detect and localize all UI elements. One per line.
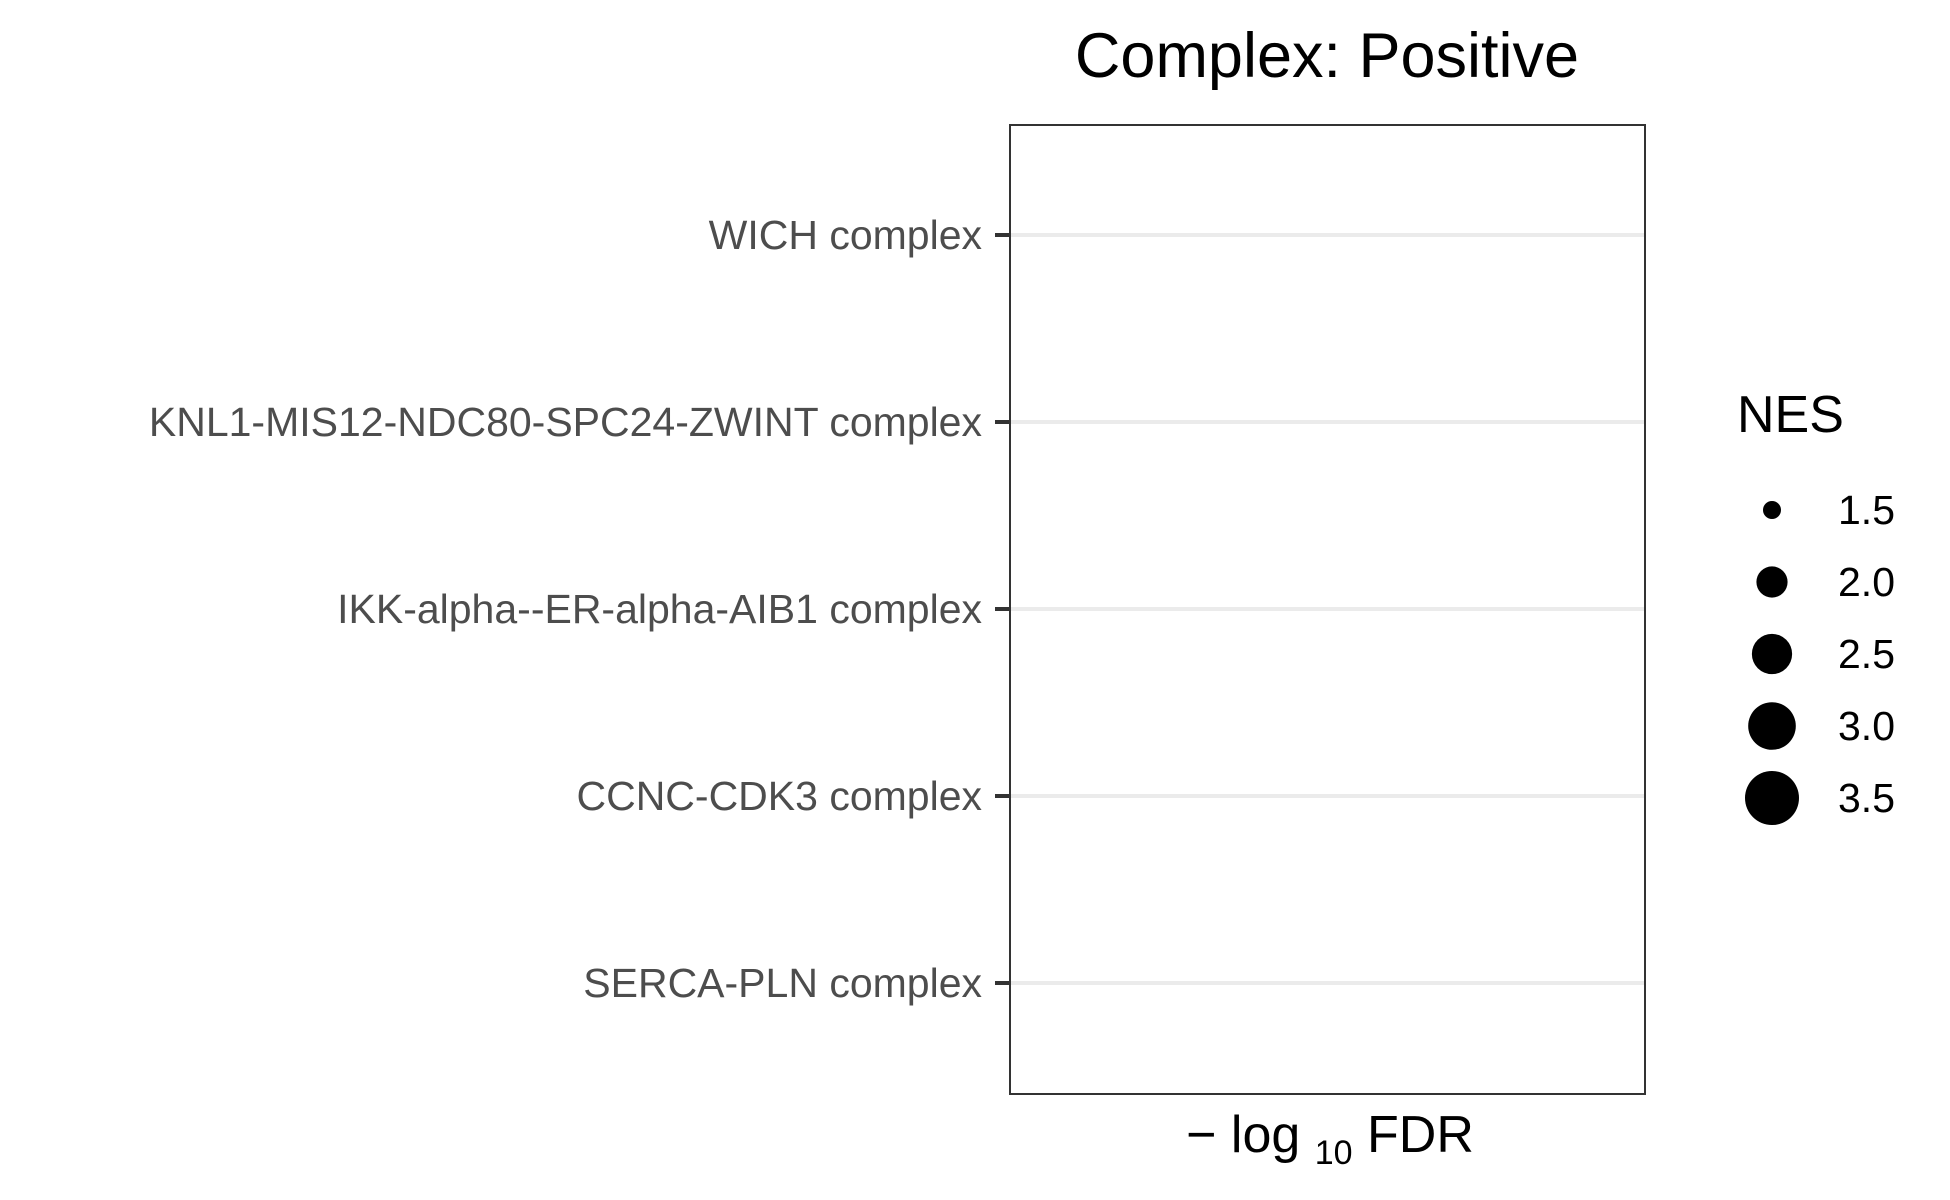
legend-size-label: 3.0 — [1838, 703, 1895, 749]
y-tick-label: IKK-alpha--ER-alpha-AIB1 complex — [337, 586, 982, 632]
legend-size-label: 2.0 — [1838, 559, 1895, 605]
y-tick-label: CCNC-CDK3 complex — [576, 773, 982, 819]
x-axis-label-subscript: 10 — [1315, 1134, 1353, 1172]
chart-title: Complex: Positive — [1075, 21, 1579, 91]
legend-size-key — [1763, 501, 1781, 519]
gridlines — [1010, 233, 1645, 985]
legend-size-key — [1751, 633, 1793, 675]
y-tick-label: KNL1-MIS12-NDC80-SPC24-ZWINT complex — [149, 399, 983, 445]
legend-size-label: 3.5 — [1838, 775, 1895, 821]
y-axis-labels: WICH complex KNL1-MIS12-NDC80-SPC24-ZWINT… — [149, 212, 983, 1006]
legend-size-key — [1748, 702, 1796, 750]
legend-keys: 1.5 2.0 2.5 3.0 3.5 — [1745, 487, 1895, 825]
x-axis-label: − log 10 FDR — [1186, 1106, 1474, 1176]
legend-size-label: 2.5 — [1838, 631, 1895, 677]
legend-size-label: 1.5 — [1838, 487, 1895, 533]
legend-title: NES — [1737, 386, 1844, 444]
x-axis-label-suffix: FDR — [1367, 1106, 1474, 1164]
legend-size-key — [1745, 771, 1799, 825]
y-tick-label: WICH complex — [709, 212, 983, 258]
legend-size-key — [1756, 566, 1788, 598]
y-axis-ticks — [995, 233, 1010, 985]
x-axis-label-prefix: − log — [1186, 1106, 1300, 1164]
y-tick-label: SERCA-PLN complex — [583, 960, 982, 1006]
